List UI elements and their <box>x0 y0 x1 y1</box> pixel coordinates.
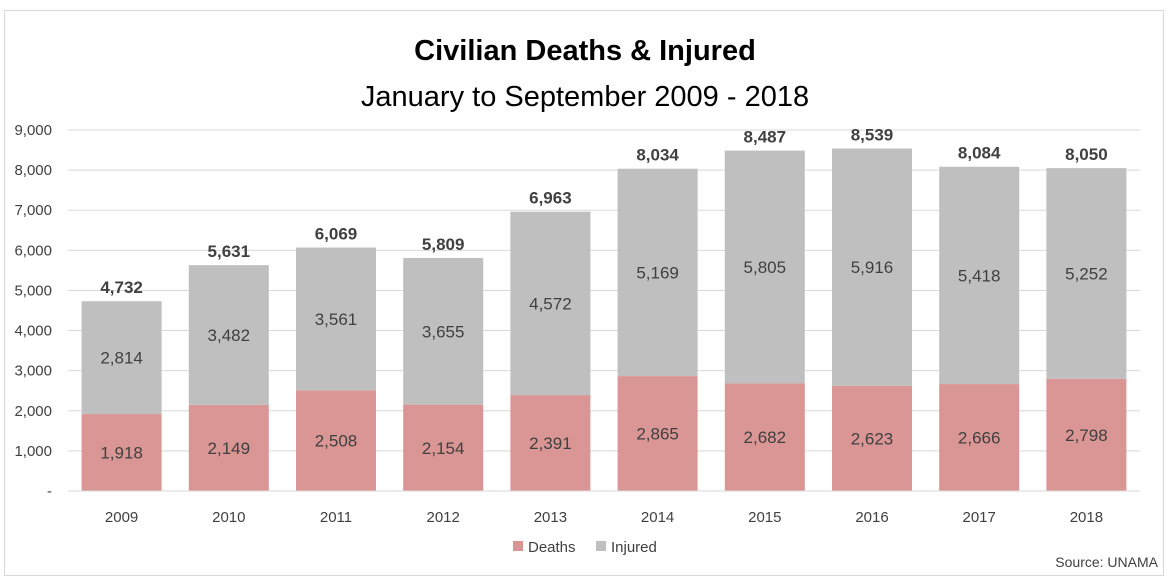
data-label-deaths: 2,798 <box>1065 426 1108 445</box>
bar-injured <box>832 148 912 386</box>
data-label-injured: 5,916 <box>851 258 894 277</box>
bar-injured <box>724 150 805 384</box>
y-tick-label: 9,000 <box>14 122 52 139</box>
data-label-total: 6,069 <box>315 225 358 244</box>
legend-swatch-injured <box>596 541 606 551</box>
x-tick-label: 2017 <box>963 509 996 526</box>
data-label-deaths: 2,666 <box>958 429 1001 448</box>
y-tick-label: 5,000 <box>14 282 52 299</box>
legend: Deaths Injured <box>513 539 657 556</box>
data-label-deaths: 2,154 <box>422 439 465 458</box>
bar-injured <box>81 301 162 415</box>
y-tick-label: 7,000 <box>14 202 52 219</box>
x-tick-label: 2015 <box>748 509 781 526</box>
data-label-deaths: 2,391 <box>529 434 572 453</box>
legend-swatch-deaths <box>513 541 523 551</box>
bar-deaths <box>1046 378 1127 491</box>
data-label-deaths: 2,508 <box>315 432 358 451</box>
bars: 1,918 2,814 4,732 2,149 3,482 5,631 2,508 3,561… <box>81 125 1127 491</box>
x-tick-label: 2009 <box>105 509 138 526</box>
source-note: Source: UNAMA <box>1055 554 1158 570</box>
bar-injured <box>1046 168 1127 379</box>
x-tick-label: 2010 <box>212 509 245 526</box>
data-label-total: 4,732 <box>100 278 143 297</box>
data-label-total: 8,034 <box>636 146 679 165</box>
y-tick-label: 3,000 <box>14 363 52 380</box>
bar-deaths <box>724 383 805 491</box>
x-tick-label: 2012 <box>427 509 460 526</box>
y-tick-label: 8,000 <box>14 162 52 179</box>
y-tick-label: 1,000 <box>14 443 52 460</box>
data-label-deaths: 1,918 <box>100 444 143 463</box>
data-label-total: 8,084 <box>958 144 1001 163</box>
y-tick-label: 6,000 <box>14 242 52 259</box>
bar-injured <box>403 257 484 405</box>
y-axis: - 1,000 2,000 3,000 4,000 5,000 6,000 7,000 8,00… <box>14 122 52 500</box>
bar-injured <box>188 265 269 405</box>
data-label-total: 8,539 <box>851 125 894 144</box>
data-label-total: 8,050 <box>1065 145 1108 164</box>
data-label-injured: 3,561 <box>315 310 358 329</box>
data-label-deaths: 2,623 <box>851 429 894 448</box>
data-label-total: 6,963 <box>529 189 572 208</box>
x-tick-label: 2014 <box>641 509 674 526</box>
x-tick-label: 2016 <box>855 509 888 526</box>
bar-deaths <box>832 385 912 491</box>
y-tick-label: 2,000 <box>14 403 52 420</box>
data-label-injured: 5,169 <box>636 263 679 282</box>
bar-deaths <box>939 384 1020 491</box>
data-label-deaths: 2,865 <box>636 425 679 444</box>
data-label-injured: 5,252 <box>1065 264 1108 283</box>
bar-deaths <box>296 390 376 491</box>
bar-injured <box>510 211 591 396</box>
bar-deaths <box>510 395 591 491</box>
data-label-injured: 5,805 <box>744 258 787 277</box>
data-label-deaths: 2,149 <box>208 439 251 458</box>
legend-label-deaths: Deaths <box>528 539 576 556</box>
data-label-total: 8,487 <box>744 128 787 147</box>
data-label-total: 5,809 <box>422 235 465 254</box>
bar-deaths <box>403 404 484 491</box>
x-tick-label: 2018 <box>1070 509 1103 526</box>
bar-injured <box>939 166 1020 385</box>
y-tick-label: - <box>47 483 52 500</box>
data-label-injured: 4,572 <box>529 294 572 313</box>
x-tick-label: 2011 <box>320 509 352 526</box>
bar-injured <box>617 168 698 377</box>
y-tick-label: 4,000 <box>14 323 52 340</box>
data-label-injured: 3,655 <box>422 322 465 341</box>
bar-deaths <box>81 414 162 491</box>
bar-deaths <box>617 376 698 491</box>
bar-injured <box>296 247 376 391</box>
chart-title: Civilian Deaths & Injured <box>414 35 756 67</box>
legend-label-injured: Injured <box>611 539 657 556</box>
x-axis: 2009 2010 2011 2012 2013 2014 2015 2016 2017 2018 <box>68 490 1140 526</box>
data-label-injured: 2,814 <box>100 349 143 368</box>
data-label-deaths: 2,682 <box>744 428 787 447</box>
chart-subtitle: January to September 2009 - 2018 <box>361 81 809 113</box>
bar-deaths <box>188 404 269 491</box>
x-tick-label: 2013 <box>534 509 567 526</box>
data-label-total: 5,631 <box>208 242 251 261</box>
data-label-injured: 3,482 <box>208 326 251 345</box>
data-label-injured: 5,418 <box>958 266 1001 285</box>
